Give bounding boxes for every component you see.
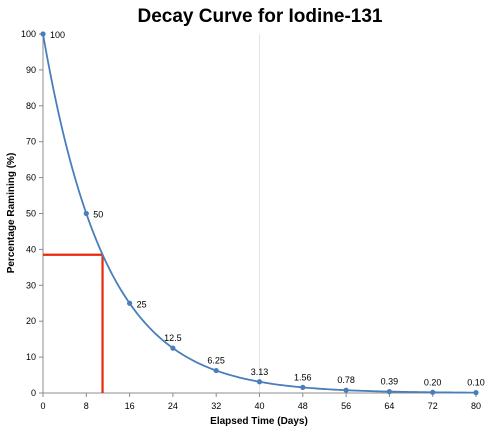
y-tick-label: 0 bbox=[31, 388, 36, 398]
data-point bbox=[300, 384, 306, 390]
data-label: 0.20 bbox=[424, 377, 442, 387]
y-tick-label: 30 bbox=[26, 280, 36, 290]
data-label: 12.5 bbox=[164, 333, 182, 343]
data-label: 0.78 bbox=[337, 375, 355, 385]
data-point bbox=[343, 387, 349, 393]
data-point bbox=[213, 367, 219, 374]
x-tick-label: 48 bbox=[298, 401, 308, 411]
x-tick-label: 24 bbox=[168, 401, 178, 411]
data-point bbox=[430, 389, 436, 395]
data-label: 100 bbox=[50, 30, 65, 40]
data-label-layer: 100 50 25 12.5 6.25 3.13 1.56 0.78 0.39 0.20 0.10 bbox=[50, 30, 485, 388]
annotation-layer bbox=[43, 253, 104, 393]
chart-title: Decay Curve for Iodine-131 bbox=[138, 6, 383, 27]
x-tick-label: 40 bbox=[254, 401, 264, 411]
series-layer bbox=[40, 31, 479, 396]
y-tick-label: 20 bbox=[26, 316, 36, 326]
data-label: 25 bbox=[137, 299, 147, 309]
data-point bbox=[170, 345, 176, 351]
x-tick-label: 64 bbox=[384, 401, 394, 411]
y-tick-label: 60 bbox=[26, 173, 36, 183]
data-label: 3.13 bbox=[251, 367, 269, 377]
data-point bbox=[256, 379, 263, 385]
data-label: 1.56 bbox=[294, 372, 312, 382]
y-tick-label: 10 bbox=[26, 352, 36, 362]
data-point bbox=[83, 210, 89, 217]
x-axis-title: Elapsed Time (Days) bbox=[210, 416, 308, 427]
data-point bbox=[127, 300, 133, 306]
data-point bbox=[386, 388, 392, 395]
y-tick-label: 80 bbox=[26, 101, 36, 111]
x-tick-label: 72 bbox=[428, 401, 438, 411]
tick-layer: 0 10 20 30 40 50 60 70 80 90 100 0 8 16 24 32 40 48 56 64 72… bbox=[21, 29, 481, 411]
x-tick-label: 0 bbox=[40, 401, 45, 411]
data-point bbox=[473, 390, 479, 396]
y-axis-title: Percentage Ramining (%) bbox=[6, 153, 17, 274]
data-label: 0.39 bbox=[381, 377, 399, 387]
x-tick-label: 80 bbox=[471, 401, 481, 411]
y-tick-label: 40 bbox=[26, 244, 36, 254]
data-label: 50 bbox=[93, 210, 103, 220]
y-tick-label: 100 bbox=[21, 29, 36, 39]
data-label: 0.10 bbox=[467, 378, 485, 388]
x-tick-label: 16 bbox=[125, 401, 135, 411]
y-tick-label: 90 bbox=[26, 65, 36, 75]
x-tick-label: 8 bbox=[84, 401, 89, 411]
y-tick-label: 70 bbox=[26, 137, 36, 147]
x-tick-label: 32 bbox=[211, 401, 221, 411]
data-label: 6.25 bbox=[207, 356, 225, 366]
x-tick-label: 56 bbox=[341, 401, 351, 411]
data-point bbox=[40, 31, 46, 37]
y-tick-label: 50 bbox=[26, 209, 36, 219]
